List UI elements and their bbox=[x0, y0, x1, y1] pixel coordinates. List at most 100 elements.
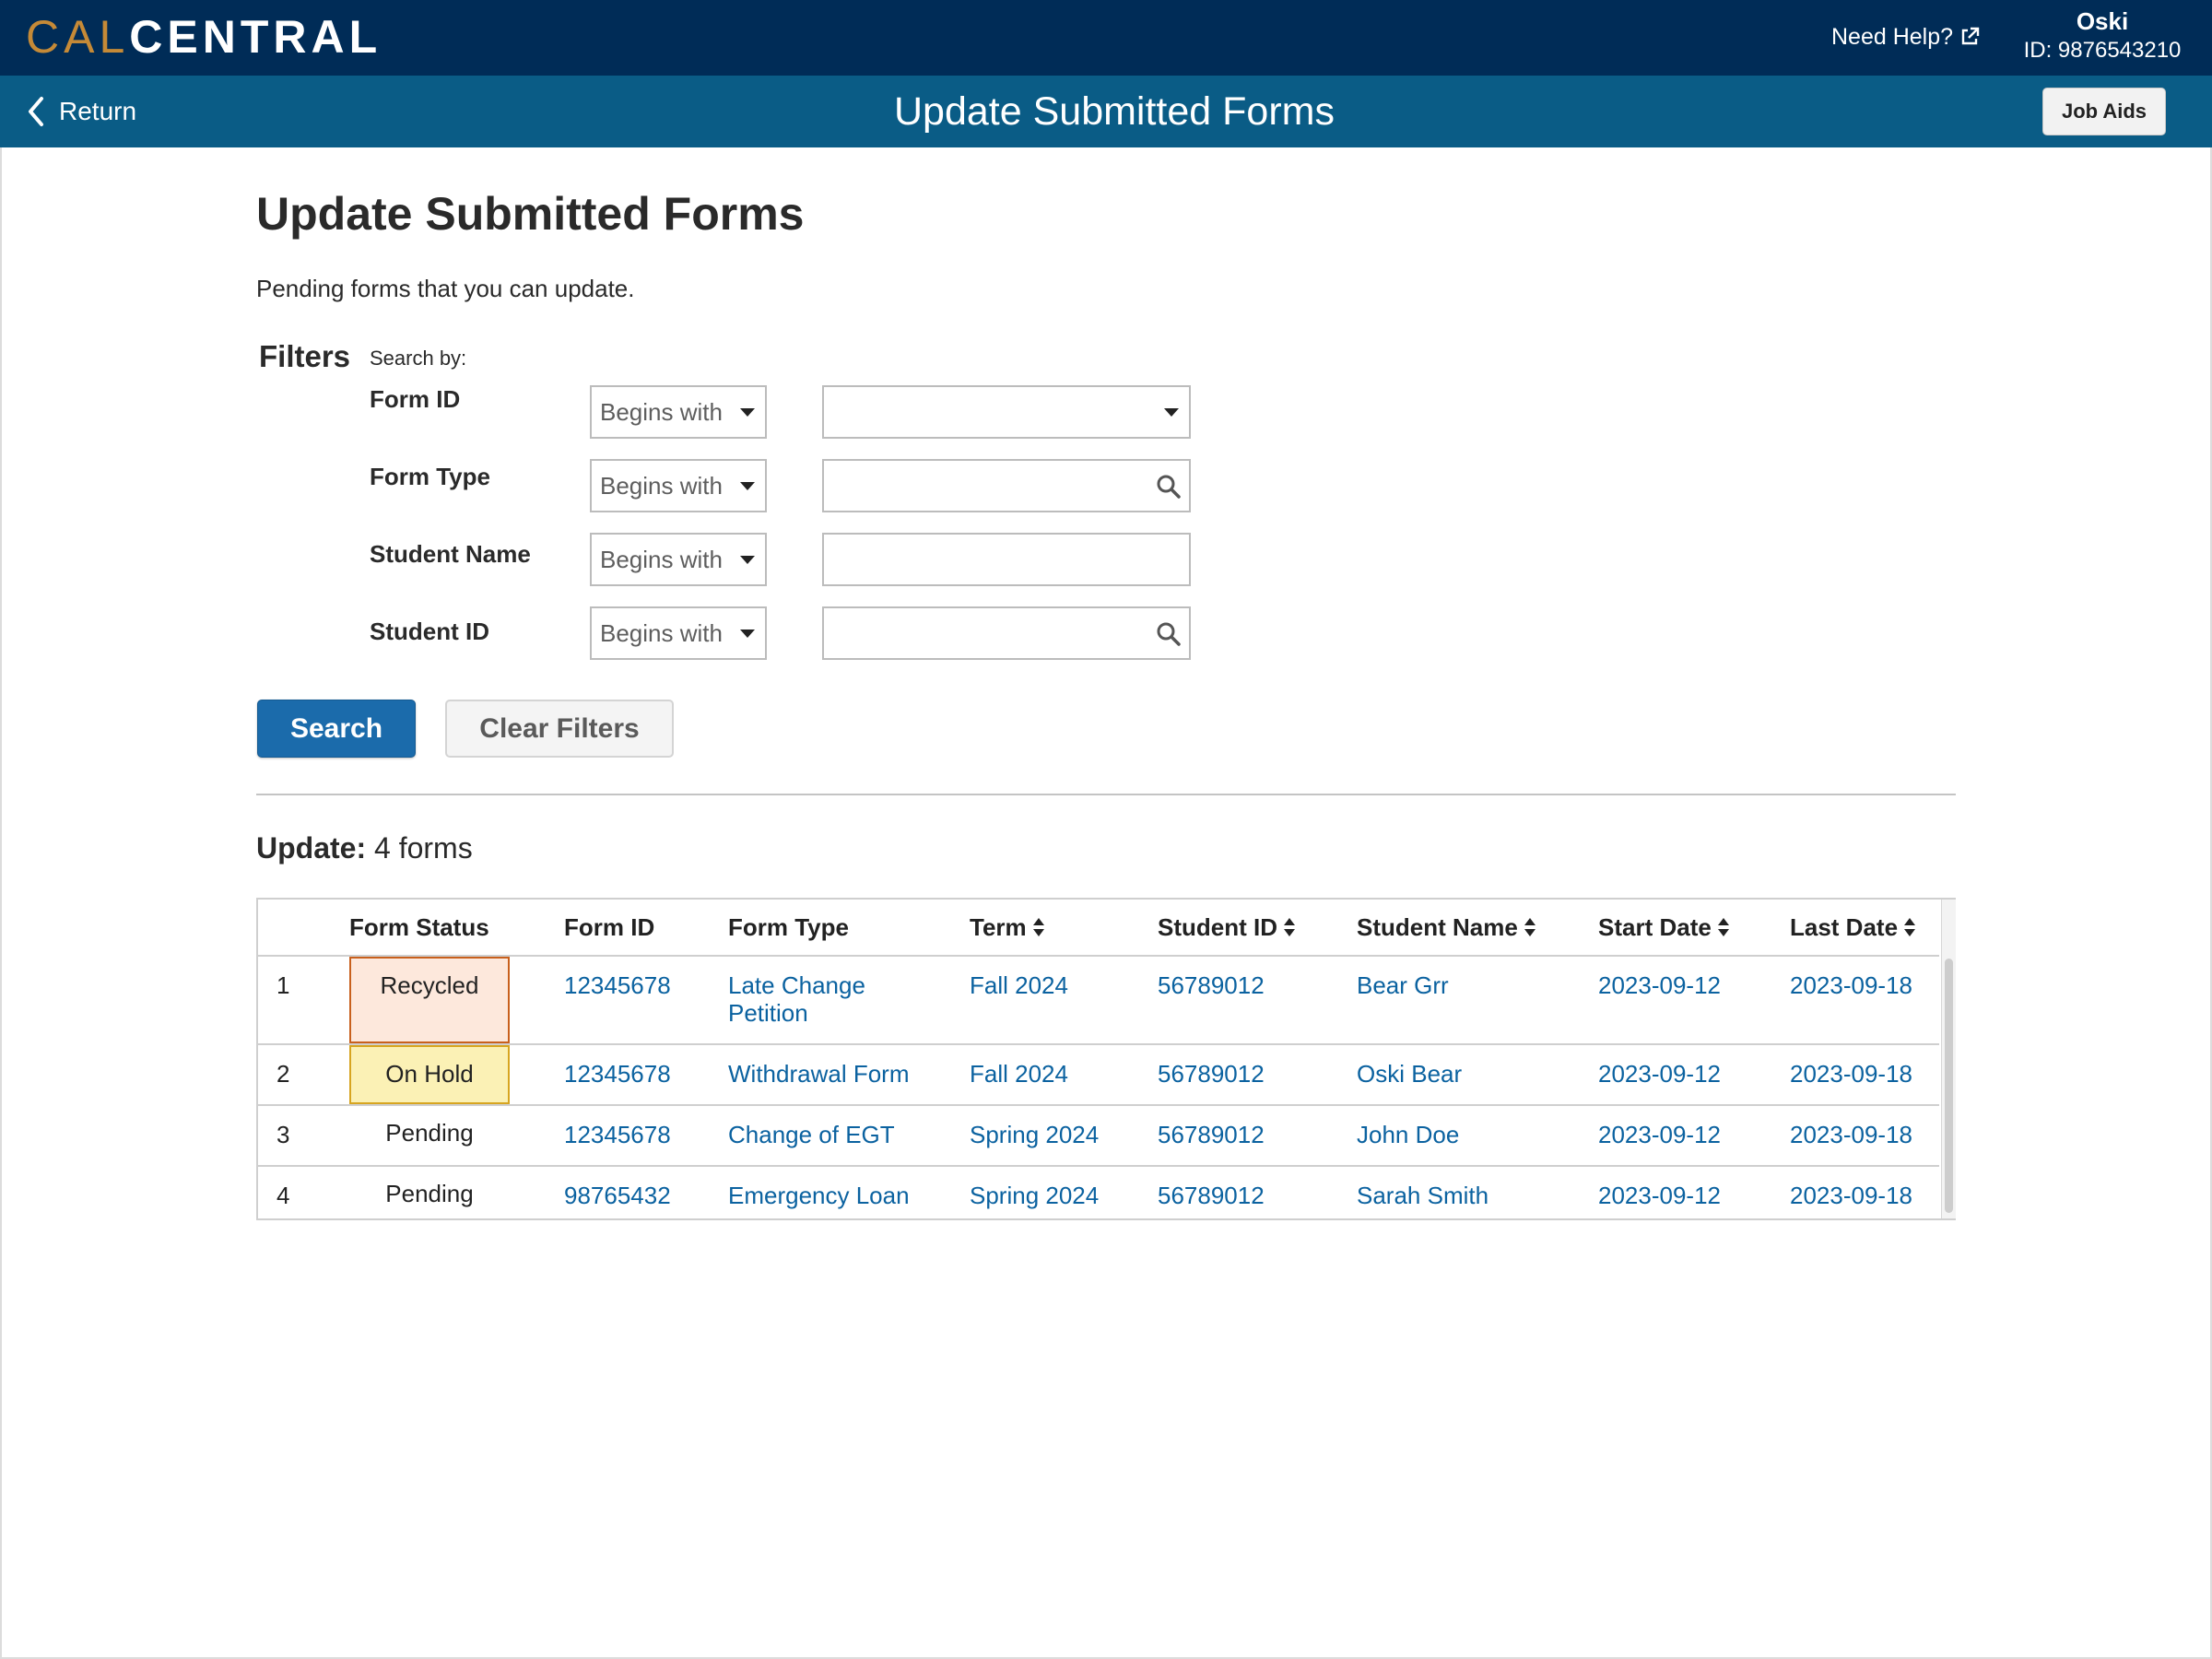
results-prefix: Update: bbox=[256, 831, 367, 865]
column-header-student-id[interactable]: Student ID bbox=[1158, 900, 1296, 955]
page-frame bbox=[0, 147, 2212, 1659]
last-date-link[interactable]: 2023-09-18 bbox=[1790, 1121, 1912, 1148]
column-label: Last Date bbox=[1790, 913, 1899, 941]
clear-filters-button[interactable]: Clear Filters bbox=[445, 700, 674, 758]
user-id: ID: 9876543210 bbox=[2023, 38, 2182, 63]
student-name-input[interactable] bbox=[824, 535, 1137, 584]
caret-down-icon bbox=[740, 556, 755, 564]
term-link[interactable]: Spring 2024 bbox=[970, 1121, 1100, 1148]
section-divider bbox=[256, 794, 1956, 795]
start-date-link[interactable]: 2023-09-12 bbox=[1598, 1182, 1721, 1209]
search-button[interactable]: Search bbox=[257, 700, 416, 758]
table-scrollbar[interactable] bbox=[1941, 900, 1956, 1218]
form-type-input[interactable] bbox=[824, 461, 1137, 511]
filter-label-form-type: Form Type bbox=[370, 463, 490, 490]
form-type-link[interactable]: Late Change Petition bbox=[728, 971, 865, 1027]
term-link[interactable]: Fall 2024 bbox=[970, 971, 1068, 999]
term-link[interactable]: Spring 2024 bbox=[970, 1182, 1100, 1209]
form-type-line: Late Change bbox=[728, 971, 865, 999]
sort-icon[interactable] bbox=[1524, 917, 1536, 937]
last-date-link[interactable]: 2023-09-18 bbox=[1790, 971, 1912, 999]
sort-icon[interactable] bbox=[1717, 917, 1730, 937]
forms-table: Form Status Form ID Form Type Term Stude… bbox=[256, 898, 1956, 1220]
return-button[interactable]: Return bbox=[26, 92, 136, 131]
form-type-link[interactable]: Change of EGT bbox=[728, 1121, 895, 1148]
form-id-link[interactable]: 98765432 bbox=[564, 1182, 671, 1209]
caret-down-icon bbox=[740, 408, 755, 417]
student-name-link[interactable]: Bear Grr bbox=[1357, 971, 1449, 999]
row-number: 3 bbox=[276, 1121, 290, 1148]
column-label: Student Name bbox=[1357, 913, 1518, 941]
need-help-link[interactable]: Need Help? bbox=[1831, 20, 1981, 53]
student-id-link[interactable]: 56789012 bbox=[1158, 971, 1265, 999]
scrollbar-thumb[interactable] bbox=[1945, 959, 1953, 1213]
column-label: Student ID bbox=[1158, 913, 1277, 941]
last-date-link[interactable]: 2023-09-18 bbox=[1790, 1182, 1912, 1209]
term-link[interactable]: Fall 2024 bbox=[970, 1060, 1068, 1088]
column-label: Form Status bbox=[349, 913, 489, 941]
student-id-operator-select[interactable]: Begins with bbox=[590, 606, 767, 660]
row-number: 1 bbox=[276, 971, 290, 999]
job-aids-button[interactable]: Job Aids bbox=[2042, 88, 2166, 135]
status-badge: Pending bbox=[385, 1180, 474, 1207]
column-label: Form Type bbox=[728, 913, 849, 941]
sort-icon[interactable] bbox=[1032, 917, 1045, 937]
logo-cal: CAL bbox=[26, 11, 130, 63]
filters-title: Filters bbox=[259, 339, 351, 373]
need-help-label: Need Help? bbox=[1831, 24, 1954, 50]
form-type-operator-select[interactable]: Begins with bbox=[590, 459, 767, 512]
column-label: Start Date bbox=[1598, 913, 1712, 941]
column-header-student-name[interactable]: Student Name bbox=[1357, 900, 1536, 955]
student-name-operator-select[interactable]: Begins with bbox=[590, 533, 767, 586]
status-badge: Recycled bbox=[349, 957, 510, 1043]
student-id-link[interactable]: 56789012 bbox=[1158, 1182, 1265, 1209]
last-date-link[interactable]: 2023-09-18 bbox=[1790, 1060, 1912, 1088]
form-id-operator-select[interactable]: Begins with bbox=[590, 385, 767, 439]
page-title: Update Submitted Forms bbox=[256, 188, 805, 240]
form-type-value-field[interactable] bbox=[822, 459, 1191, 512]
external-link-icon bbox=[1961, 27, 1980, 45]
sort-icon[interactable] bbox=[1903, 917, 1916, 937]
search-by-label: Search by: bbox=[370, 347, 467, 370]
status-badge: Pending bbox=[385, 1119, 474, 1147]
form-id-link[interactable]: 12345678 bbox=[564, 1121, 671, 1148]
status-badge: On Hold bbox=[349, 1045, 510, 1104]
column-header-start-date[interactable]: Start Date bbox=[1598, 900, 1730, 955]
user-name: Oski bbox=[2076, 7, 2129, 35]
header-title: Update Submitted Forms bbox=[894, 89, 1335, 134]
form-id-link[interactable]: 12345678 bbox=[564, 1060, 671, 1088]
form-id-link[interactable]: 12345678 bbox=[564, 971, 671, 999]
student-id-link[interactable]: 56789012 bbox=[1158, 1121, 1265, 1148]
column-header-form-status: Form Status bbox=[349, 900, 489, 955]
form-id-value-select[interactable] bbox=[822, 385, 1191, 439]
row-divider bbox=[258, 1165, 1939, 1167]
student-name-link[interactable]: Sarah Smith bbox=[1357, 1182, 1489, 1209]
student-id-input[interactable] bbox=[824, 608, 1137, 658]
return-label: Return bbox=[59, 97, 137, 125]
row-divider bbox=[258, 1104, 1939, 1106]
form-type-line: Petition bbox=[728, 999, 808, 1027]
page-description: Pending forms that you can update. bbox=[256, 275, 635, 302]
student-name-link[interactable]: John Doe bbox=[1357, 1121, 1460, 1148]
start-date-link[interactable]: 2023-09-12 bbox=[1598, 1121, 1721, 1148]
user-info[interactable]: Oski ID: 9876543210 bbox=[2006, 7, 2199, 65]
filter-label-student-name: Student Name bbox=[370, 540, 531, 568]
form-type-link[interactable]: Emergency Loan bbox=[728, 1182, 910, 1209]
calcentral-logo[interactable]: CALCENTRAL bbox=[26, 11, 382, 63]
form-type-link[interactable]: Withdrawal Form bbox=[728, 1060, 910, 1088]
student-id-operator-value: Begins with bbox=[600, 618, 723, 647]
page-header-bar: Return Update Submitted Forms Job Aids bbox=[0, 76, 2212, 147]
start-date-link[interactable]: 2023-09-12 bbox=[1598, 1060, 1721, 1088]
caret-down-icon bbox=[1164, 408, 1179, 417]
column-header-term[interactable]: Term bbox=[970, 900, 1045, 955]
search-icon[interactable] bbox=[1156, 621, 1182, 647]
sort-icon[interactable] bbox=[1283, 917, 1296, 937]
student-name-value-field[interactable] bbox=[822, 533, 1191, 586]
column-header-last-date[interactable]: Last Date bbox=[1790, 900, 1916, 955]
start-date-link[interactable]: 2023-09-12 bbox=[1598, 971, 1721, 999]
student-name-link[interactable]: Oski Bear bbox=[1357, 1060, 1463, 1088]
student-id-link[interactable]: 56789012 bbox=[1158, 1060, 1265, 1088]
student-id-value-field[interactable] bbox=[822, 606, 1191, 660]
search-icon[interactable] bbox=[1156, 474, 1182, 500]
results-count-text: 4 forms bbox=[374, 831, 473, 865]
